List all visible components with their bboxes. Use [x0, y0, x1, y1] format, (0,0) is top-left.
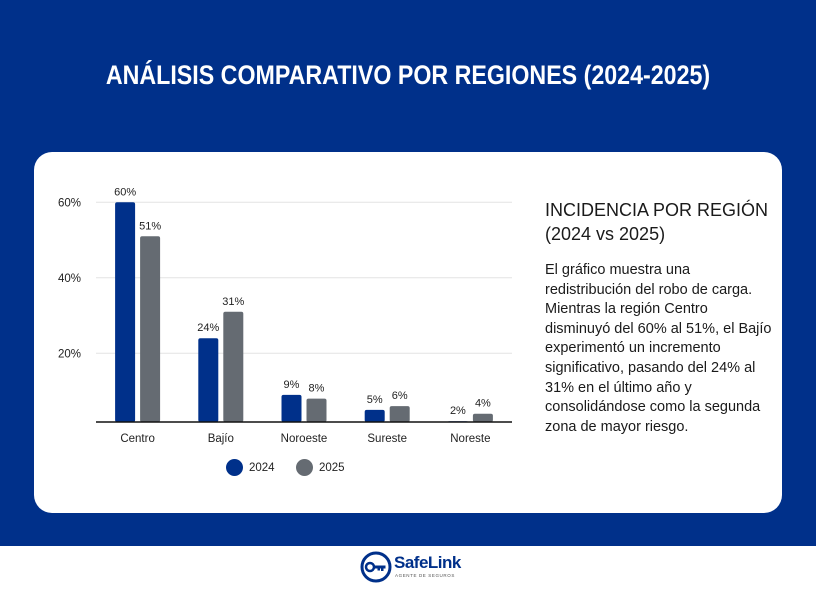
bars [115, 202, 493, 422]
legend-label-2024: 2024 [249, 461, 275, 474]
data-label: 8% [309, 383, 325, 395]
data-label: 6% [392, 390, 408, 402]
bar-2025-noroeste [306, 398, 327, 422]
key-icon [360, 551, 392, 583]
description-title-line2: (2024 vs 2025) [545, 224, 666, 244]
gridlines [96, 201, 512, 354]
bar-2024-centro [115, 202, 136, 422]
y-tick-label: 20% [58, 348, 81, 360]
legend-item-2024: 2024 [226, 459, 275, 476]
data-label: 51% [139, 220, 161, 232]
safelink-logo: SafeLink AGENTE DE SEGUROS [360, 550, 470, 584]
data-label: 4% [475, 398, 491, 410]
legend-label-2025: 2025 [319, 461, 345, 474]
footer [0, 546, 816, 591]
legend-swatch-2024 [226, 459, 243, 476]
y-axis-ticks: 20% 40% 60% [58, 197, 81, 360]
x-tick-label: Sureste [367, 433, 407, 445]
legend-swatch-2025 [296, 459, 313, 476]
x-tick-label: Bajío [208, 433, 234, 445]
description-body: El gráfico muestra una redistribución de… [545, 262, 772, 435]
bar-2025-sureste [389, 406, 410, 422]
data-label: 24% [197, 322, 219, 334]
bar-2025-bajío [223, 311, 244, 422]
x-tick-label: Centro [120, 433, 155, 445]
page-title: ANÁLISIS COMPARATIVO POR REGIONES (2024-… [105, 60, 711, 90]
data-label: 60% [114, 186, 136, 198]
bar-2025-noreste [472, 413, 493, 422]
bar-2024-bajío [198, 338, 219, 422]
description-title-line1: INCIDENCIA POR REGIÓN [545, 200, 769, 220]
logo-tagline: AGENTE DE SEGUROS [395, 573, 455, 578]
description-title: INCIDENCIA POR REGIÓN (2024 vs 2025) [545, 198, 775, 246]
x-tick-label: Noroeste [281, 433, 328, 445]
data-label: 9% [284, 379, 300, 391]
logo-name: SafeLink [394, 553, 461, 572]
data-labels: 60% 51% 24% 31% 9% 8% 5% 6% 2% 4% [114, 186, 491, 417]
y-tick-label: 60% [58, 197, 81, 209]
data-label: 2% [450, 405, 466, 417]
legend-item-2025: 2025 [296, 459, 345, 476]
bar-2024-noroeste [281, 394, 302, 422]
x-tick-label: Noreste [450, 433, 490, 445]
bar-chart: 20% 40% 60% 60% 51% 24% 31% 9% 8% 5% 6% 2% 4% Centr… [58, 186, 512, 445]
x-axis-labels: Centro Bajío Noroeste Sureste Noreste [120, 433, 490, 445]
bar-2024-sureste [364, 409, 385, 422]
data-label: 31% [222, 296, 244, 308]
description-panel: INCIDENCIA POR REGIÓN (2024 vs 2025) El … [545, 198, 775, 437]
bar-2025-centro [140, 236, 161, 422]
data-label: 5% [367, 394, 383, 406]
y-tick-label: 40% [58, 273, 81, 285]
